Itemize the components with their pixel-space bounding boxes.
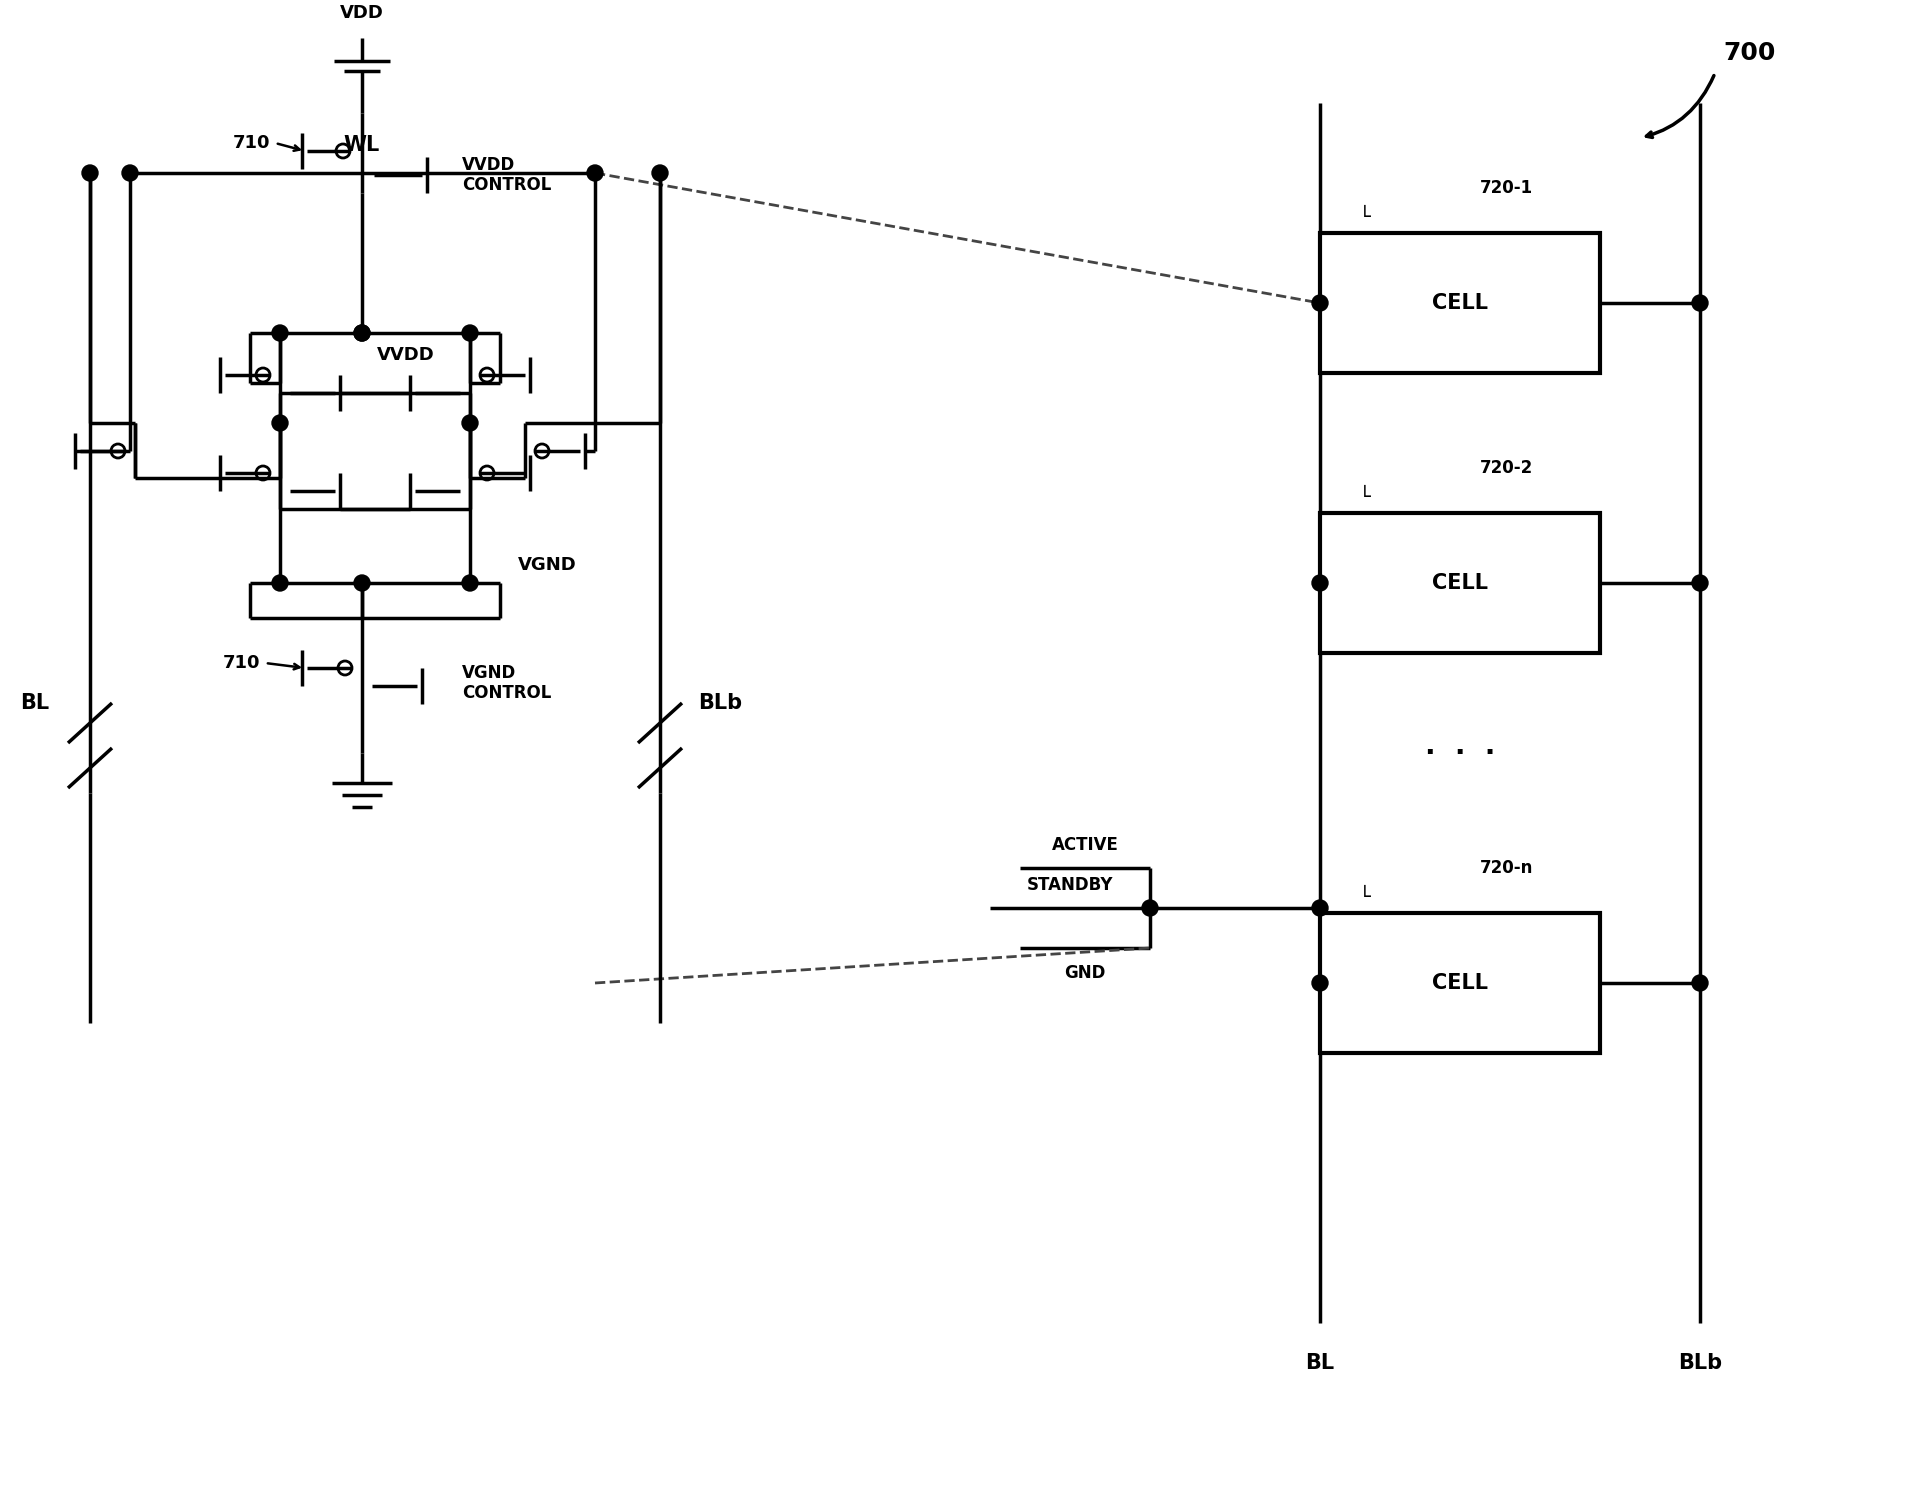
Circle shape (462, 576, 477, 591)
Text: └: └ (1358, 209, 1370, 227)
Circle shape (354, 576, 369, 591)
Text: WL: WL (344, 135, 381, 155)
Circle shape (1142, 900, 1157, 915)
Bar (1320, 912, 1600, 1054)
Text: CELL: CELL (1432, 293, 1488, 313)
Circle shape (1312, 576, 1327, 591)
Text: 710: 710 (232, 134, 270, 152)
Circle shape (272, 576, 288, 591)
Circle shape (1312, 900, 1327, 915)
Circle shape (272, 325, 288, 341)
Circle shape (354, 325, 369, 341)
Text: VGND: VGND (518, 556, 576, 574)
Circle shape (1690, 975, 1708, 990)
Text: BLb: BLb (697, 693, 742, 712)
Text: CELL: CELL (1432, 972, 1488, 993)
Circle shape (587, 165, 603, 180)
Text: ·  ·  ·: · · · (1424, 739, 1495, 767)
Text: VDD: VDD (340, 5, 384, 23)
Circle shape (81, 165, 99, 180)
Circle shape (462, 325, 477, 341)
Text: BLb: BLb (1677, 1353, 1721, 1374)
Bar (1320, 233, 1600, 373)
Text: ACTIVE: ACTIVE (1051, 836, 1119, 854)
Text: 710: 710 (222, 654, 261, 672)
Circle shape (272, 415, 288, 431)
Circle shape (1312, 975, 1327, 990)
Circle shape (462, 415, 477, 431)
Text: CELL: CELL (1432, 573, 1488, 594)
Text: └: └ (1358, 888, 1370, 908)
Circle shape (122, 165, 137, 180)
Bar (1320, 513, 1600, 652)
Text: BL: BL (1304, 1353, 1333, 1374)
Text: BL: BL (21, 693, 50, 712)
Text: └: └ (1358, 488, 1370, 508)
Text: 720-n: 720-n (1480, 860, 1532, 876)
Text: 720-2: 720-2 (1480, 458, 1532, 476)
Text: GND: GND (1065, 963, 1105, 981)
Circle shape (1690, 576, 1708, 591)
Circle shape (1312, 295, 1327, 311)
Text: VGND
CONTROL: VGND CONTROL (462, 664, 551, 702)
Circle shape (1690, 295, 1708, 311)
Circle shape (651, 165, 668, 180)
Text: 720-1: 720-1 (1480, 179, 1532, 197)
Text: 700: 700 (1723, 41, 1776, 65)
Text: VVDD
CONTROL: VVDD CONTROL (462, 156, 551, 194)
Circle shape (354, 325, 369, 341)
Text: STANDBY: STANDBY (1026, 876, 1113, 894)
Text: VVDD: VVDD (377, 346, 435, 364)
